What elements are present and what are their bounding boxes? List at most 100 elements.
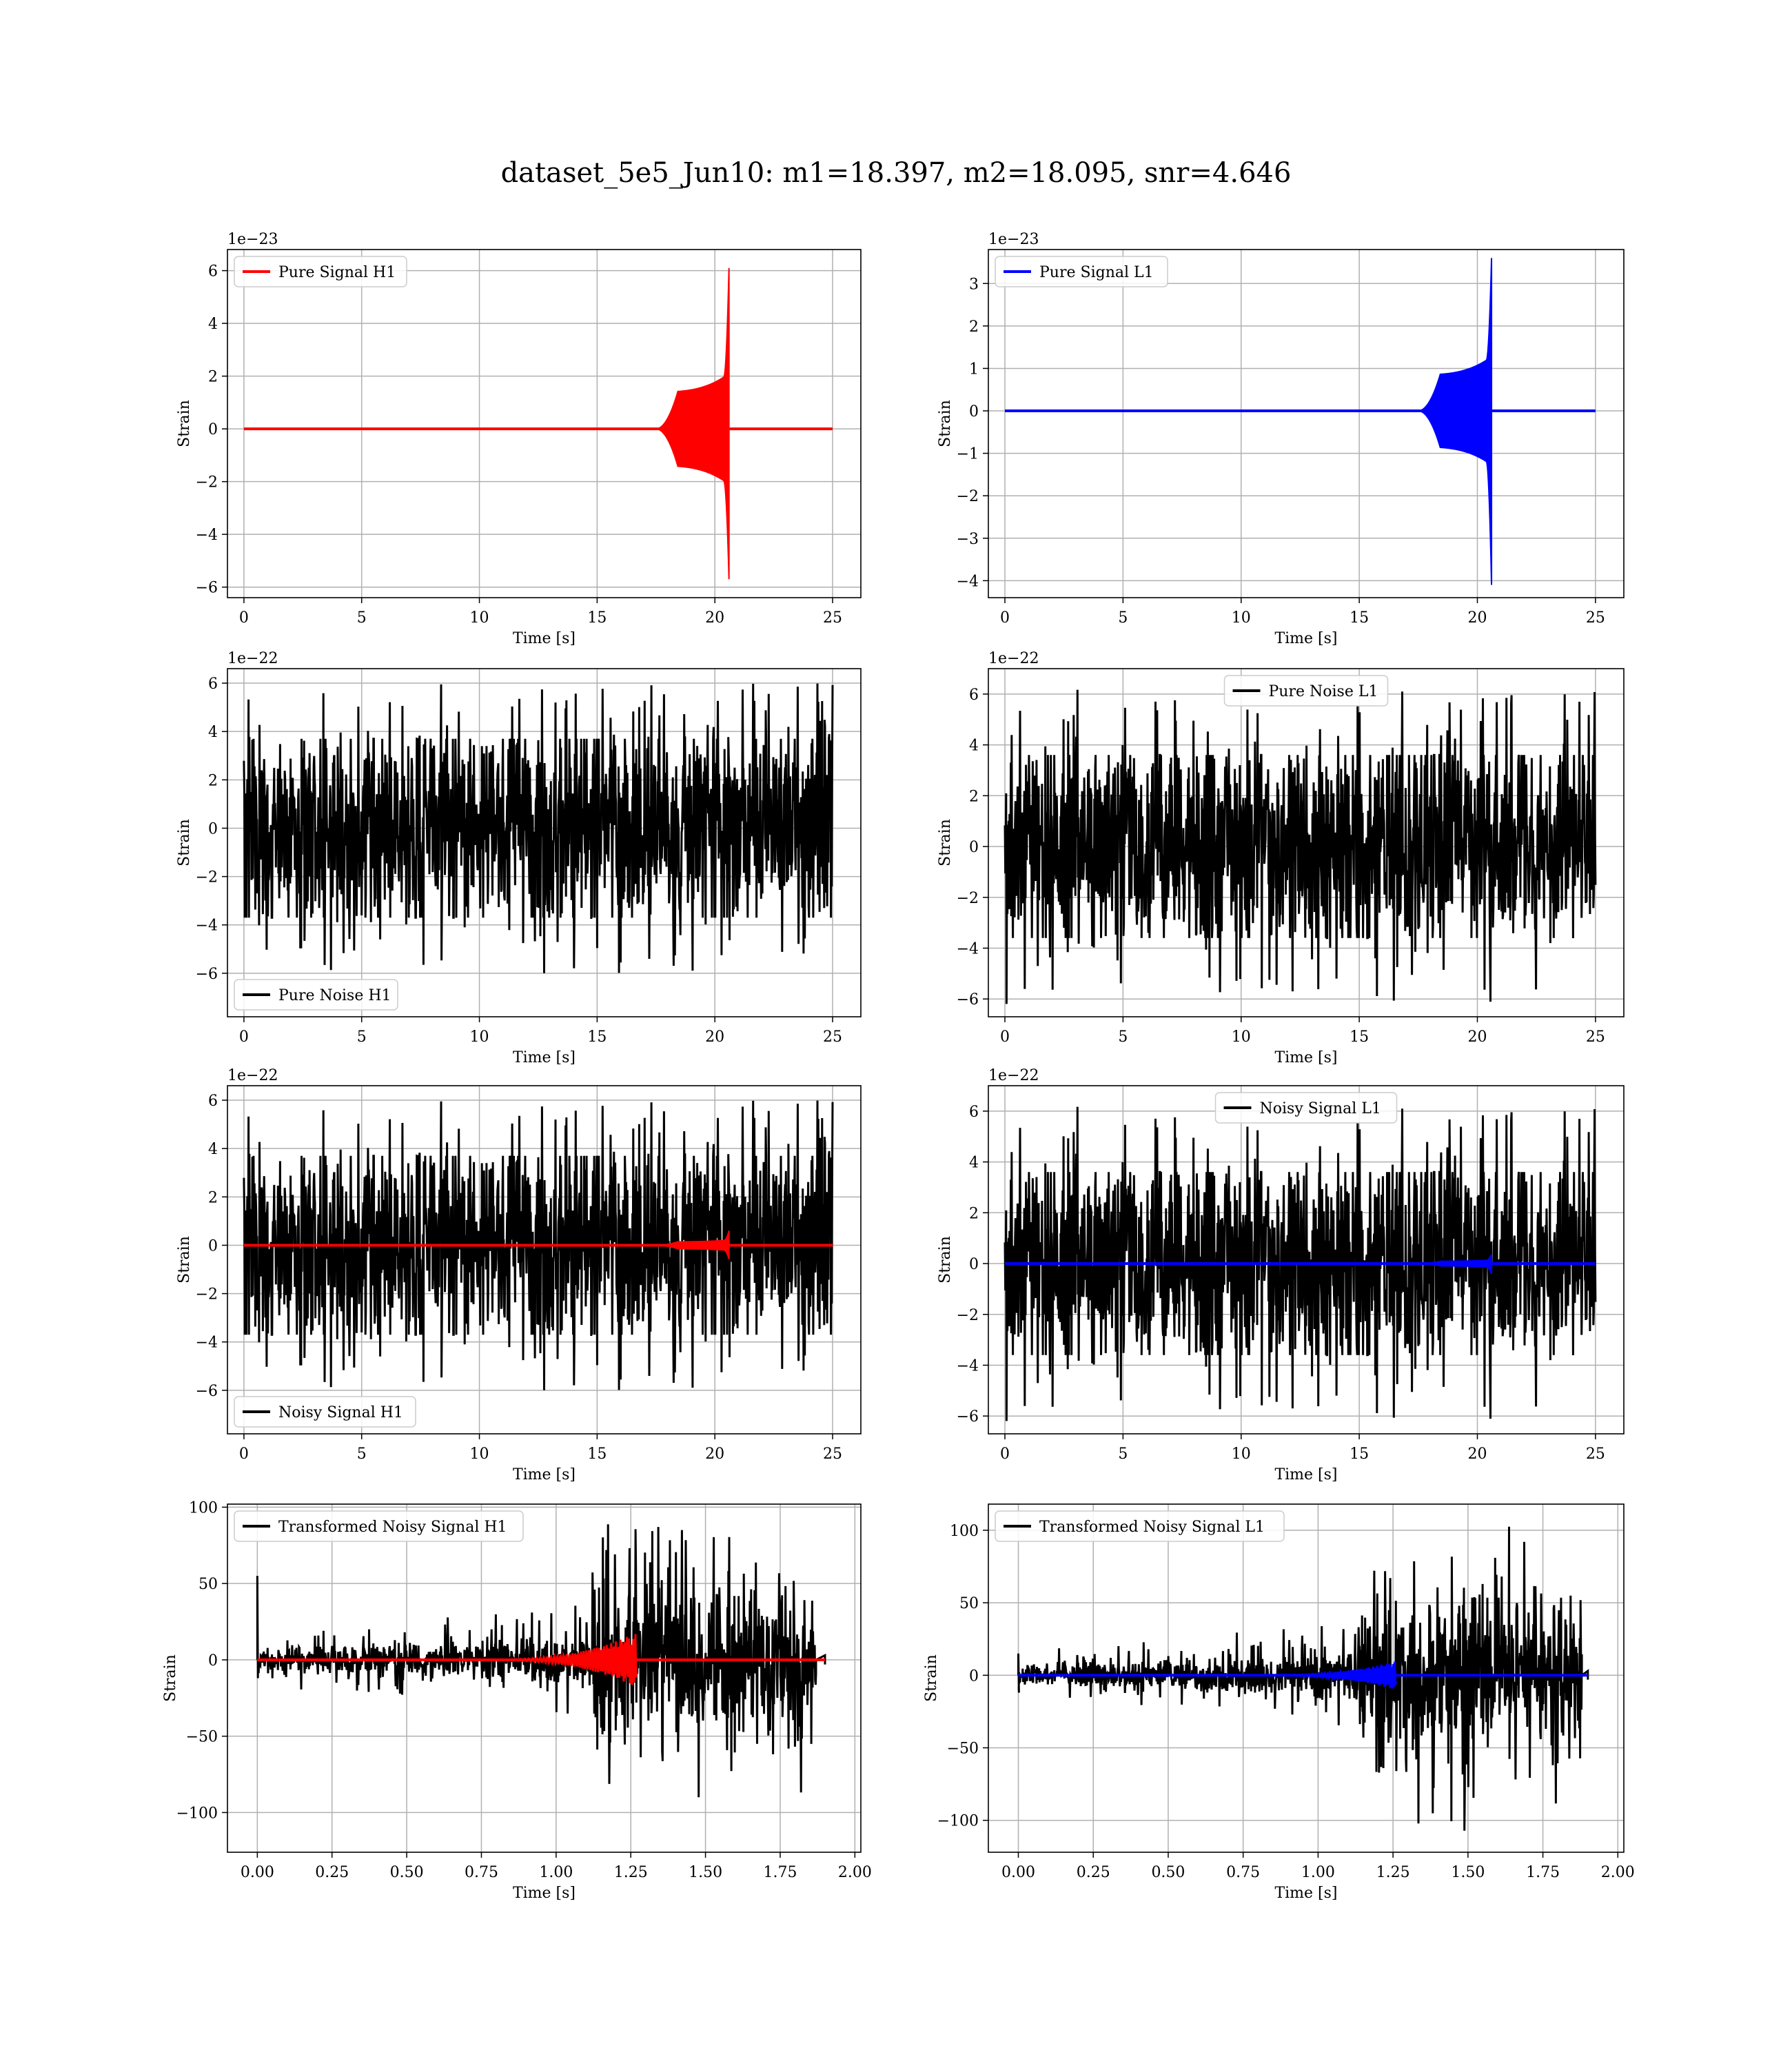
legend: Pure Signal H1 — [234, 256, 407, 287]
whitened-trace — [1017, 1526, 1589, 1831]
series-group — [1004, 689, 1597, 1004]
y-tick-label: 0 — [208, 421, 218, 438]
x-tick-label: 0 — [239, 1446, 249, 1463]
x-tick-label: 5 — [1118, 1028, 1128, 1046]
legend-label: Transformed Noisy Signal H1 — [278, 1519, 507, 1536]
x-axis-label: Time [s] — [1274, 630, 1337, 647]
legend-label: Pure Signal H1 — [278, 264, 396, 281]
x-tick-label: 20 — [705, 1446, 724, 1463]
x-tick-label: 5 — [1118, 609, 1128, 627]
x-axis-label: Time [s] — [1274, 1049, 1337, 1066]
offset-text: 1e−22 — [988, 650, 1039, 667]
series-group — [243, 267, 833, 580]
y-tick-label: −2 — [957, 488, 979, 505]
x-tick-label: 25 — [823, 609, 842, 627]
y-tick-label: 2 — [208, 1189, 218, 1206]
x-tick-label: 0 — [1000, 1028, 1010, 1046]
legend-label: Pure Signal L1 — [1039, 264, 1154, 281]
y-tick-label: −4 — [957, 1357, 979, 1375]
chirp-envelope — [1418, 258, 1493, 585]
legend: Noisy Signal H1 — [234, 1396, 416, 1428]
legend-label: Noisy Signal H1 — [278, 1404, 403, 1421]
axes-frame — [227, 1503, 862, 1853]
y-tick-label: −2 — [957, 890, 979, 907]
x-tick-label: 15 — [1350, 1446, 1369, 1463]
x-tick-label: 20 — [1467, 609, 1487, 627]
axes-frame — [988, 1503, 1625, 1853]
y-tick-label: −2 — [196, 869, 218, 886]
figure-title: dataset_5e5_Jun10: m1=18.397, m2=18.095,… — [500, 157, 1292, 189]
legend: Transformed Noisy Signal L1 — [995, 1510, 1285, 1542]
x-tick-label: 10 — [470, 1446, 489, 1463]
chart-noisy-signal-h1: 0 5 10 15 20 25 −6 −4 −2 0 2 4 6 Time [s] Strain 1e−22 N… — [176, 1067, 862, 1483]
noise-trace — [1004, 689, 1597, 1004]
legend-box — [234, 1396, 416, 1428]
y-tick-label: −4 — [957, 940, 979, 957]
y-tick-label: 0 — [208, 1237, 218, 1255]
legend: Pure Noise L1 — [1223, 675, 1389, 707]
series-group — [1004, 258, 1596, 585]
x-tick-label: 20 — [705, 609, 724, 627]
x-axis-label: Time [s] — [513, 1049, 576, 1066]
y-axis-label: Strain — [176, 819, 193, 866]
x-tick-label: 25 — [1586, 1446, 1605, 1463]
chirp-trace — [466, 1634, 638, 1685]
y-tick-label: 4 — [208, 316, 218, 333]
y-axis-label: Strain — [176, 1236, 193, 1284]
y-tick-label: −50 — [186, 1729, 218, 1746]
x-tick-label: 0 — [1000, 609, 1010, 627]
legend-label: Noisy Signal L1 — [1260, 1100, 1381, 1117]
series-group — [256, 1524, 826, 1798]
x-tick-label: 1.50 — [1451, 1864, 1485, 1881]
y-tick-label: 6 — [969, 687, 979, 704]
noise-trace — [243, 1100, 834, 1390]
y-tick-label: −50 — [947, 1741, 979, 1758]
x-tick-label: 5 — [357, 1446, 367, 1463]
noise-trace — [1004, 1106, 1597, 1421]
whitened-trace — [256, 1524, 826, 1798]
offset-text: 1e−22 — [227, 1067, 278, 1084]
x-tick-label: 0.00 — [241, 1864, 274, 1881]
y-tick-label: 2 — [208, 772, 218, 789]
y-tick-label: −6 — [196, 966, 218, 983]
x-tick-label: 15 — [1350, 1028, 1369, 1046]
legend-box — [234, 256, 407, 287]
y-tick-label: 0 — [969, 1667, 979, 1685]
series-group — [1017, 1526, 1589, 1831]
chart-transformed-l1: 0.00 0.25 0.50 0.75 1.00 1.25 1.50 1.75 2.00 −100… — [923, 1503, 1635, 1902]
x-tick-label: 0 — [239, 1028, 249, 1046]
x-tick-label: 1.25 — [1376, 1864, 1410, 1881]
chart-pure-signal-h1: 0 5 10 15 20 25 −6 −4 −2 0 2 4 6 Time [s] Strain 1e−23P… — [176, 231, 862, 647]
x-tick-label: 10 — [1232, 1028, 1251, 1046]
axes-frame — [227, 249, 862, 598]
offset-text: 1e−22 — [988, 1067, 1039, 1084]
y-axis-label: Strain — [162, 1654, 179, 1702]
y-tick-label: 1 — [969, 361, 979, 378]
x-tick-label: 1.25 — [614, 1864, 648, 1881]
x-tick-label: 20 — [705, 1028, 724, 1046]
x-tick-label: 15 — [587, 1028, 607, 1046]
y-tick-label: −2 — [196, 1286, 218, 1304]
y-tick-label: −4 — [957, 573, 979, 590]
legend-box — [234, 979, 398, 1011]
y-axis-label: Strain — [176, 400, 193, 447]
chirp-trace — [1243, 1661, 1397, 1689]
y-tick-label: −4 — [196, 918, 218, 935]
legend-label: Transformed Noisy Signal L1 — [1039, 1519, 1265, 1536]
y-tick-label: 6 — [208, 1093, 218, 1110]
x-tick-label: 5 — [357, 1028, 367, 1046]
y-tick-label: 6 — [208, 676, 218, 693]
y-tick-label: −6 — [196, 1383, 218, 1400]
legend-box — [1223, 675, 1389, 707]
offset-text: 1e−23 — [988, 231, 1039, 248]
x-tick-label: 0.75 — [1226, 1864, 1260, 1881]
y-tick-label: 0 — [969, 403, 979, 420]
y-axis-label: Strain — [937, 400, 954, 447]
y-tick-label: −100 — [176, 1805, 218, 1822]
noise-trace — [243, 683, 834, 973]
y-tick-label: 100 — [950, 1523, 979, 1540]
x-tick-label: 15 — [587, 609, 607, 627]
x-tick-label: 10 — [470, 609, 489, 627]
axes-frame — [988, 668, 1625, 1017]
